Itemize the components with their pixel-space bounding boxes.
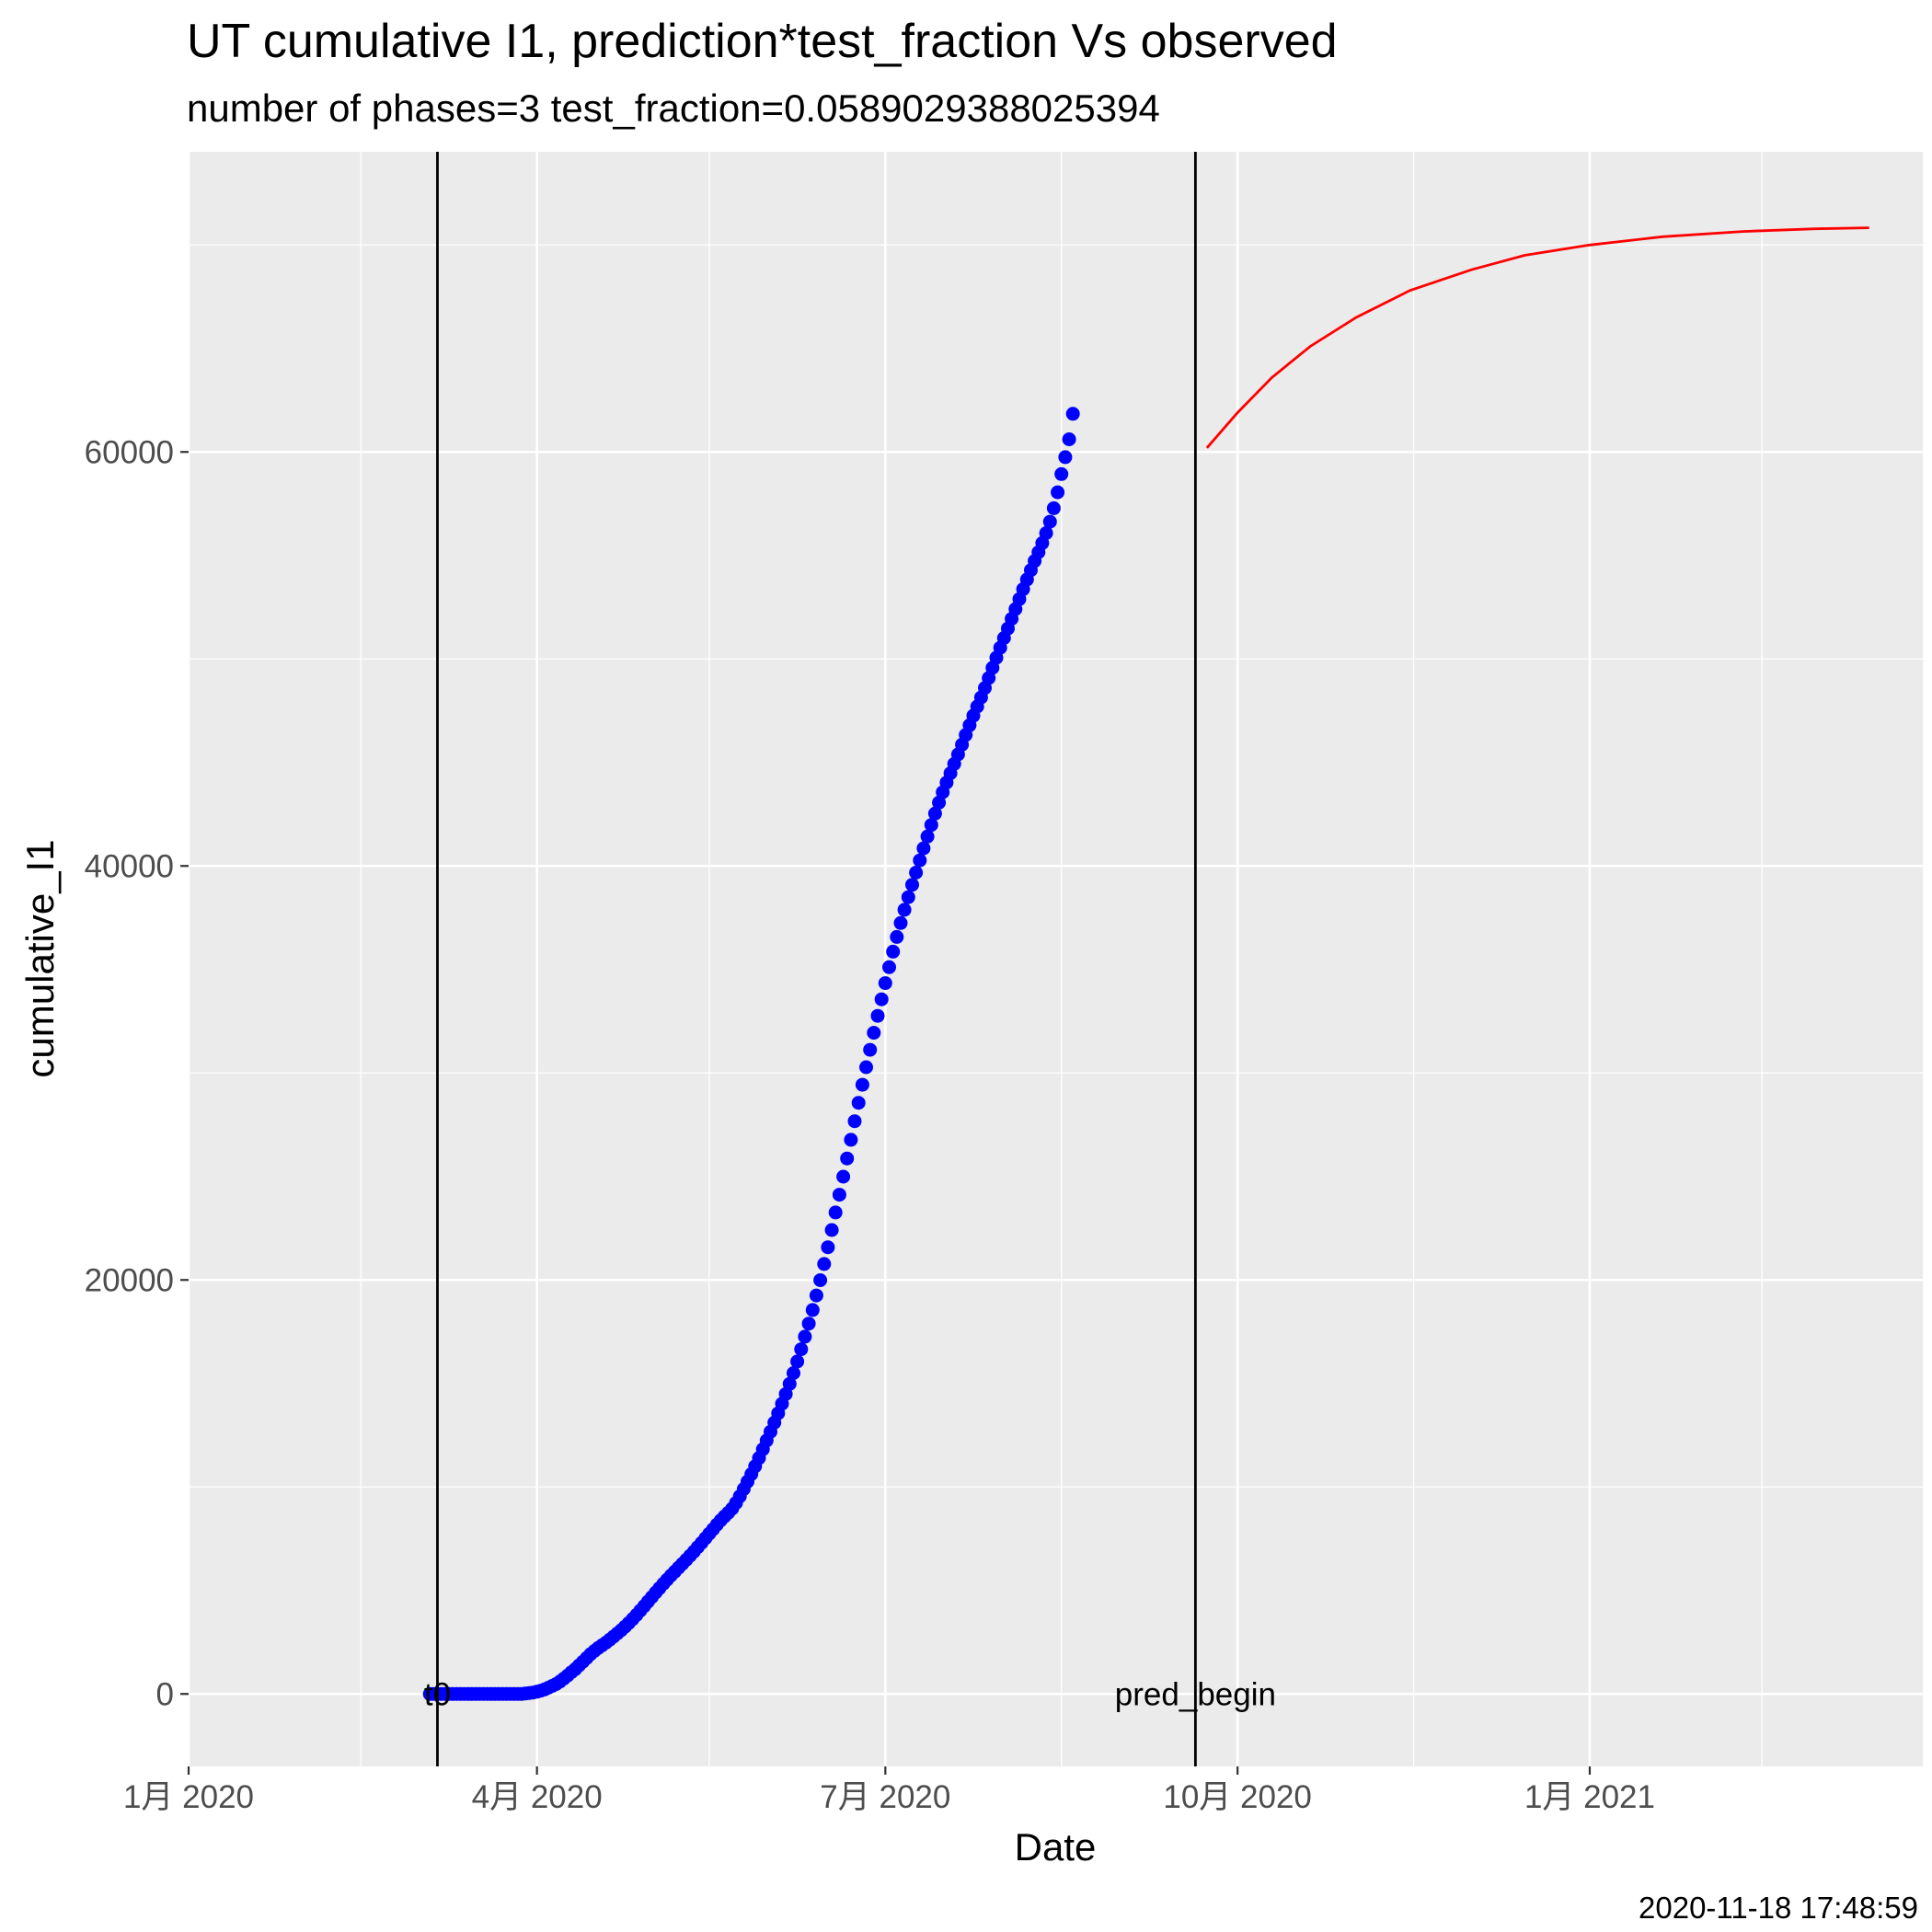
observed-point (794, 1342, 809, 1357)
observed-point (1054, 466, 1069, 481)
y-axis-title: cumulative_I1 (18, 839, 62, 1077)
observed-point (893, 915, 908, 930)
observed-point (867, 1026, 881, 1041)
y-tick-label: 0 (156, 1676, 174, 1712)
observed-point (913, 853, 927, 868)
observed-point (1039, 526, 1053, 540)
observed-point (801, 1317, 816, 1331)
observed-point (1051, 485, 1065, 500)
observed-point (836, 1169, 851, 1184)
observed-point (874, 992, 889, 1006)
observed-point (859, 1060, 873, 1075)
observed-point (1042, 514, 1057, 529)
y-axis: 0 20000 40000 60000 (85, 434, 189, 1712)
observed-point (813, 1273, 828, 1287)
vlines-layer: t0 pred_begin (424, 152, 1276, 1766)
x-tick-label: 1月 2021 (1524, 1779, 1655, 1815)
vline-label-pred_begin: pred_begin (1115, 1676, 1276, 1712)
grid-minor (189, 152, 1923, 1766)
observed-point (798, 1329, 812, 1344)
observed-point (805, 1303, 820, 1317)
observed-point (817, 1257, 832, 1271)
observed-point (787, 1366, 800, 1380)
observed-point (890, 929, 904, 944)
observed-point (821, 1240, 835, 1255)
observed-point (809, 1288, 823, 1303)
observed-point (782, 1376, 797, 1391)
observed-point (790, 1354, 805, 1369)
timestamp-caption: 2020-11-18 17:48:59 (1639, 1891, 1918, 1925)
observed-point (840, 1151, 855, 1166)
grid-major (187, 152, 1923, 1766)
observed-point (886, 944, 901, 959)
x-axis-title: Date (1015, 1825, 1097, 1869)
observed-point (924, 818, 938, 833)
observed-point (916, 841, 931, 856)
chart-title: UT cumulative I1, prediction*test_fracti… (187, 15, 1338, 68)
vline-label-t0: t0 (424, 1676, 451, 1712)
y-tick-label: 60000 (85, 434, 174, 470)
plot-panel (189, 152, 1923, 1766)
observed-point (844, 1133, 858, 1147)
observed-point (878, 976, 892, 991)
observed-point (920, 829, 935, 844)
observed-points-layer (422, 407, 1080, 1701)
observed-point (855, 1077, 869, 1092)
observed-point (897, 903, 912, 917)
observed-point (1046, 500, 1061, 515)
y-tick-label: 40000 (85, 848, 174, 884)
observed-point (905, 878, 919, 892)
observed-point (882, 960, 896, 974)
observed-point (901, 890, 915, 904)
observed-point (909, 866, 924, 880)
observed-point (927, 806, 942, 821)
x-tick-label: 10月 2020 (1163, 1779, 1312, 1815)
x-axis: 1月 2020 4月 2020 7月 2020 10月 2020 1月 2021 (123, 1766, 1655, 1815)
observed-point (851, 1096, 866, 1110)
prediction-layer (1205, 226, 1869, 449)
observed-point (870, 1008, 885, 1023)
observed-point (1058, 450, 1073, 465)
observed-point (832, 1188, 846, 1202)
chart-subtitle: number of phases=3 test_fraction=0.05890… (187, 86, 1160, 130)
observed-point (847, 1114, 862, 1129)
observed-point (1062, 432, 1076, 446)
y-tick-label: 20000 (85, 1262, 174, 1298)
observed-point (824, 1223, 839, 1237)
x-tick-label: 1月 2020 (123, 1779, 254, 1815)
x-tick-label: 4月 2020 (472, 1779, 603, 1815)
observed-point (932, 795, 947, 810)
x-tick-label: 7月 2020 (820, 1779, 950, 1815)
observed-point (1065, 407, 1080, 421)
prediction-line (1205, 226, 1869, 449)
observed-point (828, 1205, 843, 1220)
observed-point (863, 1042, 878, 1057)
